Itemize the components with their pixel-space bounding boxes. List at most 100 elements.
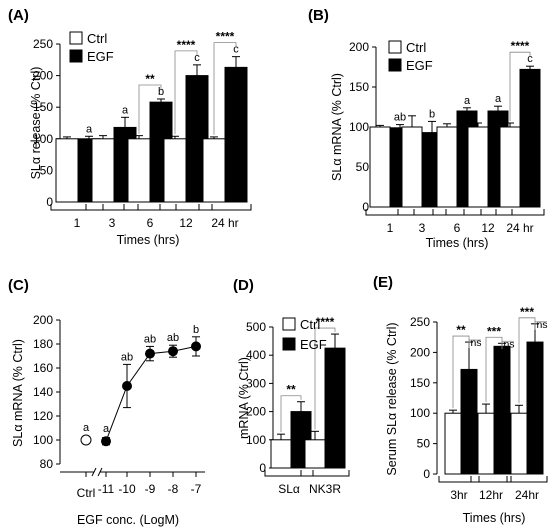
significance-letter: c — [233, 44, 239, 56]
panel-y-axis: 0 50 100 150 200 250 Serum SLα release (% Ctrl… — [385, 315, 438, 481]
panel-y-axis: 0 50 100 150 200 SLα mRNA (% Ctrl) — [330, 40, 377, 214]
significance-bracket — [518, 317, 536, 404]
y-tick-label: 50 — [40, 163, 54, 177]
bar-ctrl — [369, 126, 391, 208]
legend-swatch-egf — [388, 58, 402, 72]
chart-panel-a: (A) — [8, 7, 29, 24]
bars: ****** — [270, 315, 346, 469]
x-tick-label: 1 — [74, 216, 81, 230]
x-tick-label: SLα — [278, 482, 300, 496]
y-axis-title: SLα mRNA (% Ctrl) — [11, 339, 25, 447]
significance-letter: c — [194, 52, 200, 64]
significance-bracket — [174, 50, 198, 135]
y-tick-label: 150 — [410, 376, 430, 390]
significance-stars: ** — [456, 323, 466, 337]
significance-letter: a — [495, 93, 502, 105]
legend-swatch-egf — [282, 337, 296, 351]
significance-letter: b — [429, 108, 435, 120]
significance-letter: c — [527, 53, 533, 65]
significance-ns: ns — [503, 338, 514, 350]
ns-bracket — [468, 339, 481, 349]
y-tick-label: 100 — [33, 132, 53, 146]
panel-label: (C) — [8, 277, 29, 294]
x-bracket — [506, 476, 548, 483]
panel-label: (A) — [8, 7, 29, 24]
y-tick-label: 300 — [246, 376, 266, 390]
ns-bracket — [501, 340, 514, 350]
x-tick-label: 24 hr — [506, 221, 533, 235]
y-tick-label: 200 — [349, 40, 369, 54]
y-axis-title: SLα mRNA (% Ctrl) — [330, 73, 344, 181]
legend-label: Ctrl — [406, 40, 426, 55]
bar-ctrl — [436, 126, 458, 208]
y-tick-label: 150 — [33, 100, 53, 114]
x-axis: 1 3 6 12 24 hr Times (hrs) — [50, 204, 252, 247]
x-bracket — [159, 204, 213, 211]
bar-egf — [493, 345, 511, 475]
y-tick-label: 250 — [410, 315, 430, 329]
x-axis: Ctrl -11 -10 -9 -8 -7 EGF conc. (LogM) — [60, 467, 205, 527]
x-tick-label: 3 — [109, 216, 116, 230]
x-tick-label: 24 hr — [211, 216, 238, 230]
x-tick-label: 24hr — [515, 488, 539, 502]
x-tick-label: 1 — [387, 221, 394, 235]
x-tick-label: -11 — [98, 482, 115, 496]
bars: **ns***ns***ns — [444, 305, 548, 475]
bar-ctrl — [127, 138, 151, 203]
x-tick-label: -8 — [168, 482, 179, 496]
significance-stars: **** — [316, 315, 335, 329]
x-bracket — [463, 209, 513, 216]
axis-break — [91, 467, 97, 477]
legend: Ctrl EGF — [388, 40, 433, 73]
x-bracket — [432, 209, 482, 216]
y-tick-label: 200 — [246, 405, 266, 419]
y-tick-label: 500 — [246, 320, 266, 334]
data-point — [191, 341, 201, 352]
significance-ns: ns — [536, 319, 547, 331]
y-tick-label: 100 — [410, 406, 430, 420]
x-tick-label: 6 — [454, 221, 461, 235]
significance-bracket — [280, 395, 302, 433]
y-tick-label: 160 — [33, 361, 53, 375]
legend-swatch-ctrl — [282, 317, 296, 331]
bar-ctrl — [499, 126, 521, 208]
significance-letter: ab — [121, 351, 133, 363]
y-tick-label: 50 — [356, 160, 370, 174]
x-axis-title: Times (hrs) — [426, 236, 489, 250]
bar-egf — [526, 341, 544, 475]
significance-stars: *** — [520, 305, 534, 319]
y-tick-label: 80 — [40, 457, 54, 471]
y-tick-label: 400 — [246, 348, 266, 362]
bar-ctrl — [510, 412, 528, 475]
x-bracket — [264, 470, 314, 477]
x-bracket — [438, 476, 480, 483]
significance-letter: b — [193, 324, 199, 336]
bar-ctrl — [91, 138, 115, 203]
significance-letter: ab — [394, 112, 406, 124]
bars: aab**c**** c**** — [55, 30, 248, 203]
significance-stars: *** — [487, 324, 501, 338]
bar-ctrl — [270, 439, 292, 469]
x-bracket — [123, 204, 177, 211]
y-axis-title: mRNA (% Ctrl) — [237, 357, 251, 439]
significance-letter: a — [464, 95, 471, 107]
significance-bracket — [138, 84, 162, 134]
y-tick-label: 0 — [259, 461, 266, 475]
x-bracket — [85, 204, 139, 211]
x-bracket — [495, 209, 545, 216]
y-tick-label: 140 — [33, 385, 53, 399]
bars: ab b a a c**** — [369, 39, 541, 208]
x-bracket — [470, 476, 512, 483]
y-tick-label: 0 — [362, 200, 369, 214]
chart-panel-d: (D) — [233, 277, 254, 294]
x-bracket — [397, 209, 447, 216]
bar-egf — [460, 368, 478, 475]
significance-stars: **** — [511, 39, 530, 53]
significance-ns: ns — [470, 337, 481, 349]
significance-letter: ab — [167, 332, 179, 344]
data-point — [145, 348, 155, 359]
x-bracket — [50, 204, 104, 211]
y-tick-label: 0 — [46, 195, 53, 209]
panel-label: (D) — [233, 277, 254, 294]
